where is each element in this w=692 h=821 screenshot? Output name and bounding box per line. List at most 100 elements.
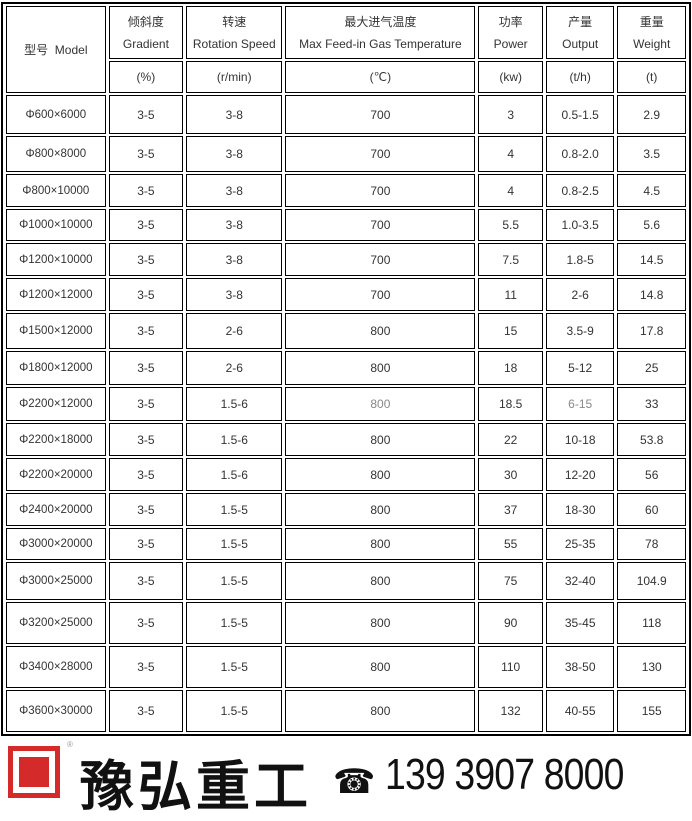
cell-rotation-speed: 1.5-5 [186, 528, 283, 560]
cell-rotation-speed: 1.5-5 [186, 602, 283, 644]
cell-output: 10-18 [545, 423, 615, 456]
brand-name: 豫弘重工 [80, 755, 312, 818]
cell-output: 6-15 [545, 387, 615, 421]
cell-max-temp: 800 [285, 423, 476, 456]
company-logo-icon [8, 746, 60, 798]
unit-gradient: (%) [108, 61, 184, 93]
cell-gradient: 3-5 [108, 95, 184, 134]
cell-rotation-speed: 1.5-6 [186, 458, 283, 491]
cell-output: 38-50 [545, 646, 615, 688]
cell-power: 75 [478, 562, 543, 600]
cell-gradient: 3-5 [108, 243, 184, 276]
cell-weight: 104.9 [617, 562, 686, 600]
cell-max-temp: 800 [285, 313, 476, 349]
cell-output: 3.5-9 [545, 313, 615, 349]
cell-max-temp: 700 [285, 136, 476, 172]
cell-gradient: 3-5 [108, 528, 184, 560]
cell-weight: 53.8 [617, 423, 686, 456]
cell-model: Φ3600×30000 [6, 690, 106, 732]
cell-weight: 17.8 [617, 313, 686, 349]
cell-model: Φ1000×10000 [6, 209, 106, 241]
cell-rotation-speed: 3-8 [186, 243, 283, 276]
table-row: Φ2200×20000 3-5 1.5-6 800 30 12-20 56 [6, 458, 686, 491]
table-row: Φ3000×20000 3-5 1.5-5 800 55 25-35 78 [6, 528, 686, 560]
cell-max-temp: 700 [285, 95, 476, 134]
cell-power: 22 [478, 423, 543, 456]
cell-rotation-speed: 1.5-6 [186, 387, 283, 421]
header-max-temp: 最大进气温度 Max Feed-in Gas Temperature [285, 6, 476, 59]
cell-model: Φ3400×28000 [6, 646, 106, 688]
cell-output: 40-55 [545, 690, 615, 732]
cell-max-temp: 800 [285, 351, 476, 385]
cell-weight: 78 [617, 528, 686, 560]
unit-max-temp: (℃) [285, 61, 476, 93]
cell-output: 32-40 [545, 562, 615, 600]
cell-weight: 130 [617, 646, 686, 688]
cell-power: 37 [478, 493, 543, 526]
table-row: Φ3200×25000 3-5 1.5-5 800 90 35-45 118 [6, 602, 686, 644]
cell-gradient: 3-5 [108, 458, 184, 491]
cell-weight: 25 [617, 351, 686, 385]
spec-table: 型号 Model 倾斜度 Gradient 转速 Rotation Speed 最大… [1, 2, 691, 736]
table-row: Φ1200×10000 3-5 3-8 700 7.5 1.8-5 14.5 [6, 243, 686, 276]
cell-power: 18.5 [478, 387, 543, 421]
cell-rotation-speed: 1.5-5 [186, 493, 283, 526]
table-row: Φ600×6000 3-5 3-8 700 3 0.5-1.5 2.9 [6, 95, 686, 134]
cell-rotation-speed: 2-6 [186, 351, 283, 385]
table-row: Φ1000×10000 3-5 3-8 700 5.5 1.0-3.5 5.6 [6, 209, 686, 241]
cell-max-temp: 800 [285, 458, 476, 491]
cell-output: 2-6 [545, 278, 615, 311]
cell-gradient: 3-5 [108, 646, 184, 688]
cell-model: Φ3000×20000 [6, 528, 106, 560]
cell-gradient: 3-5 [108, 493, 184, 526]
header-power: 功率 Power [478, 6, 543, 59]
cell-output: 0.5-1.5 [545, 95, 615, 134]
cell-weight: 60 [617, 493, 686, 526]
cell-gradient: 3-5 [108, 690, 184, 732]
cell-output: 25-35 [545, 528, 615, 560]
table-row: Φ3600×30000 3-5 1.5-5 800 132 40-55 155 [6, 690, 686, 732]
cell-rotation-speed: 3-8 [186, 209, 283, 241]
phone-number: 139 3907 8000 [385, 750, 624, 799]
table-row: Φ800×10000 3-5 3-8 700 4 0.8-2.5 4.5 [6, 174, 686, 207]
cell-output: 1.8-5 [545, 243, 615, 276]
table-row: Φ800×8000 3-5 3-8 700 4 0.8-2.0 3.5 [6, 136, 686, 172]
cell-model: Φ1500×12000 [6, 313, 106, 349]
cell-model: Φ1200×10000 [6, 243, 106, 276]
cell-model: Φ3000×25000 [6, 562, 106, 600]
cell-gradient: 3-5 [108, 387, 184, 421]
cell-gradient: 3-5 [108, 278, 184, 311]
cell-rotation-speed: 3-8 [186, 95, 283, 134]
cell-gradient: 3-5 [108, 423, 184, 456]
table-row: Φ3000×25000 3-5 1.5-5 800 75 32-40 104.9 [6, 562, 686, 600]
cell-weight: 3.5 [617, 136, 686, 172]
cell-weight: 14.8 [617, 278, 686, 311]
cell-power: 7.5 [478, 243, 543, 276]
cell-gradient: 3-5 [108, 209, 184, 241]
cell-weight: 4.5 [617, 174, 686, 207]
cell-power: 15 [478, 313, 543, 349]
cell-max-temp: 700 [285, 174, 476, 207]
table-row: Φ1800×12000 3-5 2-6 800 18 5-12 25 [6, 351, 686, 385]
company-banner: ® 豫弘重工 ☎ 139 3907 8000 [0, 740, 692, 818]
cell-power: 4 [478, 136, 543, 172]
table-row: Φ3400×28000 3-5 1.5-5 800 110 38-50 130 [6, 646, 686, 688]
cell-power: 30 [478, 458, 543, 491]
cell-rotation-speed: 1.5-6 [186, 423, 283, 456]
cell-max-temp: 800 [285, 493, 476, 526]
cell-model: Φ2200×20000 [6, 458, 106, 491]
cell-output: 35-45 [545, 602, 615, 644]
cell-power: 18 [478, 351, 543, 385]
unit-rotation-speed: (r/min) [186, 61, 283, 93]
cell-power: 11 [478, 278, 543, 311]
cell-model: Φ600×6000 [6, 95, 106, 134]
cell-output: 18-30 [545, 493, 615, 526]
cell-weight: 56 [617, 458, 686, 491]
cell-weight: 14.5 [617, 243, 686, 276]
unit-weight: (t) [617, 61, 686, 93]
cell-weight: 118 [617, 602, 686, 644]
cell-rotation-speed: 1.5-5 [186, 690, 283, 732]
cell-rotation-speed: 3-8 [186, 278, 283, 311]
cell-model: Φ1200×12000 [6, 278, 106, 311]
unit-power: (kw) [478, 61, 543, 93]
